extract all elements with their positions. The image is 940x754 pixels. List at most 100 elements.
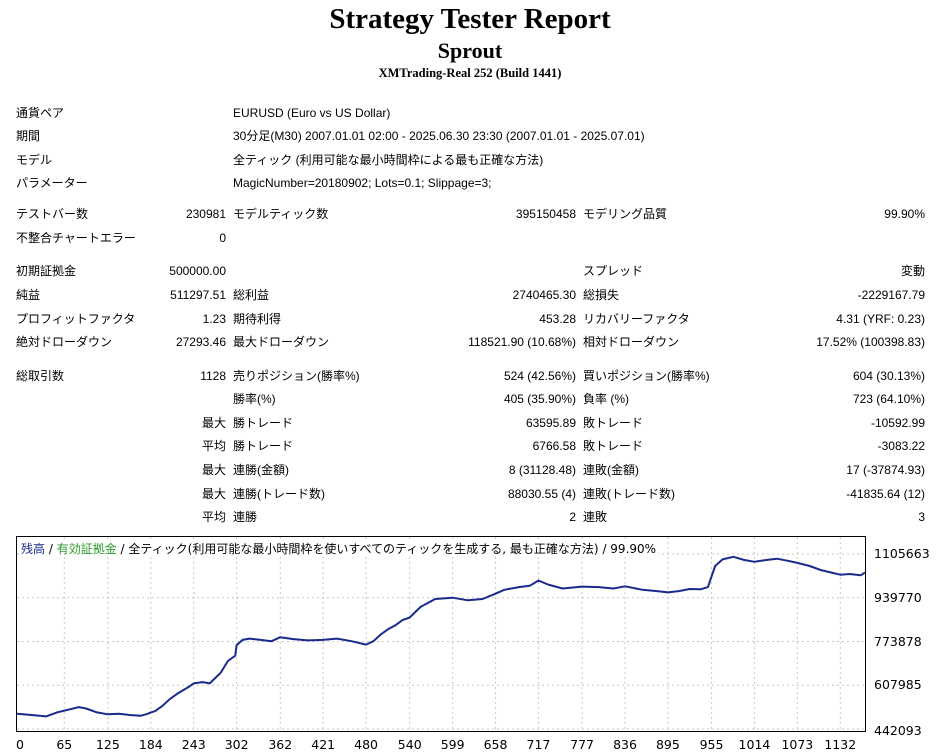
mismatch-value: 0	[219, 231, 226, 245]
loss-rate-label: 負率 (%)	[583, 392, 629, 406]
model-quality-value: 99.90%	[884, 207, 925, 221]
average-prefix: 平均	[201, 439, 226, 453]
spread-value: 変動	[900, 264, 925, 278]
x-tick-label: 184	[138, 737, 163, 752]
model-quality-label: モデリング品質	[583, 207, 668, 221]
initial-deposit-label: 初期証拠金	[16, 264, 77, 278]
profit-factor-label: プロフィットファクタ	[16, 312, 136, 326]
model-ticks-value: 395150458	[515, 207, 576, 221]
expected-payoff-label: 期待利得	[233, 312, 282, 326]
largest-win-value: 63595.89	[525, 416, 576, 430]
x-tick-label: 599	[440, 737, 465, 752]
expected-payoff-value: 453.28	[539, 312, 576, 326]
x-tick-label: 1073	[781, 737, 814, 752]
max-consec-count-prefix: 最大	[201, 487, 226, 501]
y-tick-label: 442093	[874, 723, 922, 738]
y-tick-label: 1105663	[874, 546, 930, 561]
avg-consec-losses-value: 3	[918, 510, 925, 524]
x-tick-label: 480	[354, 737, 379, 752]
total-trades-label: 総取引数	[16, 369, 65, 383]
y-tick-label: 607985	[874, 677, 922, 693]
x-tick-label: 421	[311, 737, 336, 752]
recovery-factor-label: リカバリーファクタ	[583, 312, 690, 326]
legend-equity: 有効証拠金	[56, 542, 117, 556]
server-build: XMTrading-Real 252 (Build 1441)	[378, 66, 562, 80]
x-tick-label: 1132	[824, 737, 857, 752]
short-positions-value: 524 (42.56%)	[503, 369, 576, 383]
win-rate-value: 405 (35.90%)	[503, 392, 576, 406]
win-rate-label: 勝率(%)	[233, 392, 276, 406]
largest-loss-label: 敗トレード	[583, 416, 644, 430]
profit-factor-value: 1.23	[202, 312, 226, 326]
pair-label: 通貨ペア	[16, 106, 65, 120]
max-consec-losses-amt-label: 連敗(金額)	[583, 463, 639, 477]
legend-balance: 残高	[21, 542, 46, 556]
max-dd-label: 最大ドローダウン	[233, 335, 330, 349]
avg-loss-value: -3083.22	[877, 439, 925, 453]
params-value: MagicNumber=20180902; Lots=0.1; Slippage…	[233, 176, 492, 190]
max-consec-wins-amt-label: 連勝(金額)	[233, 463, 289, 477]
x-tick-label: 836	[613, 737, 637, 752]
abs-dd-label: 絶対ドローダウン	[16, 335, 113, 349]
x-tick-label: 895	[655, 737, 680, 752]
x-tick-label: 0	[16, 737, 24, 752]
initial-deposit-value: 500000.00	[169, 264, 226, 278]
net-profit-value: 511297.51	[170, 288, 226, 302]
x-tick-label: 540	[397, 737, 422, 752]
avg-consec-prefix: 平均	[201, 510, 226, 524]
y-tick-label: 939770	[874, 589, 922, 605]
legend-quality: 99.90%	[610, 542, 657, 556]
x-tick-label: 302	[224, 737, 249, 752]
spread-label: スプレッド	[583, 264, 644, 278]
recovery-factor-value: 4.31 (YRF: 0.23)	[836, 312, 925, 326]
short-positions-label: 売りポジション(勝率%)	[233, 369, 360, 383]
mismatch-label: 不整合チャートエラー	[16, 231, 136, 245]
max-consec-amt-prefix: 最大	[201, 463, 226, 477]
gross-profit-label: 総利益	[233, 288, 270, 302]
avg-consec-wins-label: 連勝	[233, 510, 258, 524]
params-label: パラメーター	[16, 176, 88, 190]
x-tick-label: 125	[95, 737, 120, 752]
model-label: モデル	[16, 153, 53, 167]
gross-loss-label: 総損失	[583, 288, 620, 302]
test-bars-value: 230981	[185, 207, 226, 221]
pair-value: EURUSD (Euro vs US Dollar)	[233, 106, 391, 120]
model-value: 全ティック (利用可能な最小時間枠による最も正確な方法)	[233, 153, 544, 167]
largest-prefix: 最大	[201, 416, 226, 430]
x-tick-label: 777	[570, 737, 595, 752]
long-positions-label: 買いポジション(勝率%)	[583, 369, 710, 383]
largest-loss-value: -10592.99	[870, 416, 925, 430]
largest-win-label: 勝トレード	[233, 416, 294, 430]
x-tick-label: 955	[699, 737, 724, 752]
total-trades-value: 1128	[200, 369, 226, 383]
net-profit-label: 純益	[16, 288, 41, 302]
avg-win-label: 勝トレード	[233, 439, 294, 453]
x-tick-label: 65	[56, 737, 73, 752]
rel-dd-value: 17.52% (100398.83)	[816, 335, 925, 349]
gross-profit-value: 2740465.30	[512, 288, 576, 302]
avg-consec-losses-label: 連敗	[583, 510, 608, 524]
legend-description: 全ティック(利用可能な最小時間枠を使いすべてのティックを生成する, 最も正確な方…	[128, 542, 599, 556]
max-consec-profit-label: 連勝(トレード数)	[233, 487, 325, 501]
max-dd-value: 118521.90 (10.68%)	[468, 335, 576, 349]
x-tick-label: 362	[268, 737, 293, 752]
max-consec-loss-value: -41835.64 (12)	[846, 487, 925, 501]
ea-name: Sprout	[437, 38, 503, 63]
gross-loss-value: -2229167.79	[857, 288, 925, 302]
chart-legend: 残高 / 有効証拠金 / 全ティック(利用可能な最小時間枠を使いすべてのティック…	[21, 540, 659, 557]
x-tick-label: 1014	[738, 737, 771, 752]
abs-dd-value: 27293.46	[175, 335, 226, 349]
x-tick-label: 658	[483, 737, 508, 752]
legend-separator: /	[116, 542, 129, 556]
rel-dd-label: 相対ドローダウン	[583, 335, 680, 349]
x-tick-label: 243	[181, 737, 206, 752]
period-label: 期間	[16, 129, 41, 143]
loss-rate-value: 723 (64.10%)	[852, 392, 925, 406]
legend-separator: /	[45, 542, 57, 556]
long-positions-value: 604 (30.13%)	[852, 369, 925, 383]
y-tick-label: 773878	[874, 633, 922, 649]
legend-separator: /	[598, 542, 611, 556]
balance-chart: 残高 / 有効証拠金 / 全ティック(利用可能な最小時間枠を使いすべてのティック…	[16, 536, 866, 732]
avg-consec-wins-value: 2	[569, 510, 576, 524]
max-consec-loss-label: 連敗(トレード数)	[583, 487, 675, 501]
